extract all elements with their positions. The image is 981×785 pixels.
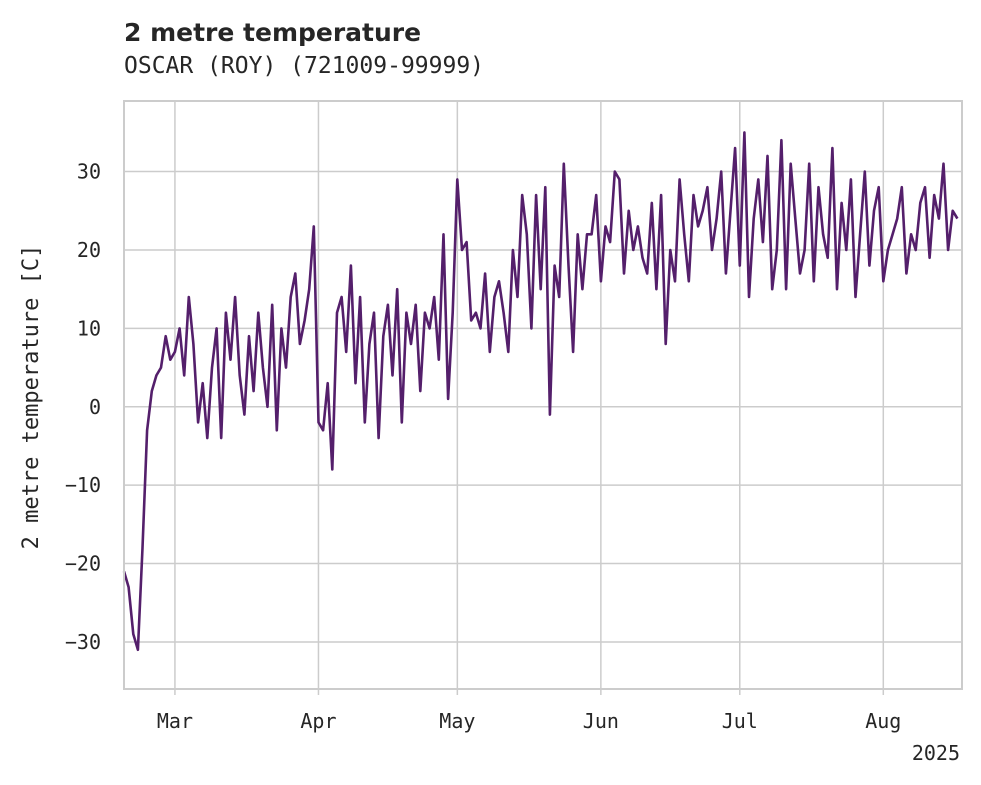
plot-frame	[123, 100, 963, 690]
x-year-label: 2025	[912, 741, 960, 765]
x-tick-label: Jun	[583, 709, 619, 733]
y-tick-label: −30	[65, 630, 101, 654]
x-tick-label: Aug	[865, 709, 901, 733]
chart-title: 2 metre temperature	[124, 18, 421, 47]
y-tick-label: 30	[77, 160, 101, 184]
y-tick-label: 20	[77, 238, 101, 262]
y-tick-label: 0	[89, 395, 101, 419]
y-gridlines	[124, 170, 962, 643]
temperature-series-line	[122, 131, 959, 652]
x-gridlines	[174, 101, 885, 689]
chart-subtitle: OSCAR (ROY) (721009-99999)	[124, 53, 484, 79]
series-layer	[122, 131, 959, 652]
x-tick-label: Jul	[722, 709, 758, 733]
y-tick-label: −20	[65, 552, 101, 576]
x-tick-label: Apr	[300, 709, 336, 733]
x-tick-label: May	[439, 709, 475, 733]
y-axis-ticks: 30 20 10 0 −10 −20 −30	[65, 160, 101, 654]
y-tick-label: −10	[65, 473, 101, 497]
x-axis-ticks: Mar Apr May Jun Jul Aug	[157, 689, 901, 733]
y-axis-label: 2 metre temperature [C]	[19, 245, 44, 550]
x-tick-label: Mar	[157, 709, 193, 733]
y-tick-label: 10	[77, 316, 101, 340]
